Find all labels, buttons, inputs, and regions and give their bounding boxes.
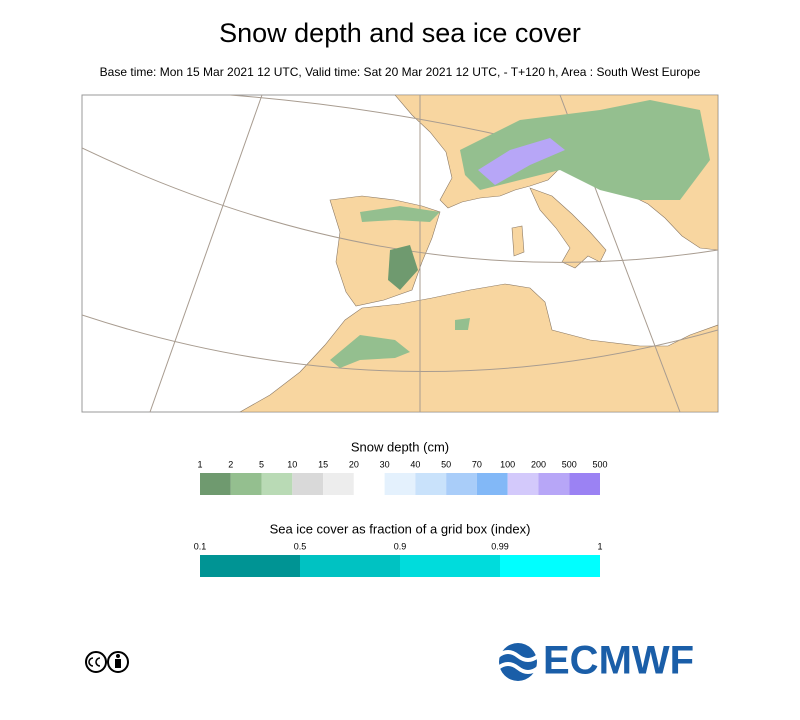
legend-swatch — [323, 473, 354, 495]
legend-swatch — [200, 555, 300, 577]
cc-icon — [85, 651, 129, 673]
legend-tick-label: 1 — [197, 459, 202, 469]
legend-tick-label: 500 — [562, 459, 577, 469]
legend-swatch — [446, 473, 477, 495]
snow-area — [388, 245, 418, 290]
land — [529, 187, 607, 269]
legend-title: Sea ice cover as fraction of a grid box … — [270, 521, 531, 536]
snow-area — [330, 335, 410, 368]
legend-swatch — [507, 473, 539, 495]
legend-swatch — [538, 473, 570, 495]
legend-swatch — [400, 555, 500, 577]
snow-area — [455, 318, 470, 330]
legend-tick-label: 70 — [472, 459, 482, 469]
legend-swatch — [569, 473, 600, 495]
title: Snow depth and sea ice cover — [219, 18, 581, 48]
legend-swatch — [415, 473, 447, 495]
legend-tick-label: 1 — [597, 541, 602, 551]
legend-swatch — [200, 473, 231, 495]
legend-tick-label: 40 — [410, 459, 420, 469]
logo-text: ECMWF — [543, 639, 694, 683]
legend-title: Snow depth (cm) — [351, 439, 449, 454]
legend-tick-label: 5 — [259, 459, 264, 469]
legend-tick-label: 100 — [500, 459, 515, 469]
subtitle: Base time: Mon 15 Mar 2021 12 UTC, Valid… — [100, 65, 701, 79]
legend-swatch — [300, 555, 400, 577]
legend-tick-label: 20 — [349, 459, 359, 469]
legend-tick-label: 200 — [531, 459, 546, 469]
legend-tick-label: 2 — [228, 459, 233, 469]
legend-swatch — [353, 473, 385, 495]
snow-area — [360, 206, 440, 222]
map — [81, 94, 719, 413]
legend-tick-label: 500 — [592, 459, 607, 469]
land — [329, 195, 441, 307]
legend-swatch — [476, 473, 508, 495]
land — [239, 283, 718, 412]
graticule — [149, 95, 263, 412]
land — [511, 225, 525, 257]
legend-swatch — [230, 473, 262, 495]
legend-swatch — [261, 473, 293, 495]
snow-area — [460, 100, 710, 200]
legend-tick-label: 0.99 — [491, 541, 509, 551]
legend-tick-label: 30 — [380, 459, 390, 469]
legend-swatch — [384, 473, 416, 495]
legend-tick-label: 0.9 — [394, 541, 407, 551]
legends: Snow depth (cm) 1 2 5 10 15 20 30 40 50 70 100 200 50… — [194, 439, 608, 577]
legend-tick-label: 10 — [287, 459, 297, 469]
legend-swatch — [500, 555, 600, 577]
legend-tick-label: 0.1 — [194, 541, 207, 551]
legend-tick-label: 15 — [318, 459, 328, 469]
legend-tick-label: 50 — [441, 459, 451, 469]
logo: ECMWF — [496, 639, 694, 683]
legend-swatch — [292, 473, 324, 495]
snow-area — [478, 138, 565, 185]
graticule — [82, 314, 718, 373]
legend-tick-label: 0.5 — [294, 541, 307, 551]
